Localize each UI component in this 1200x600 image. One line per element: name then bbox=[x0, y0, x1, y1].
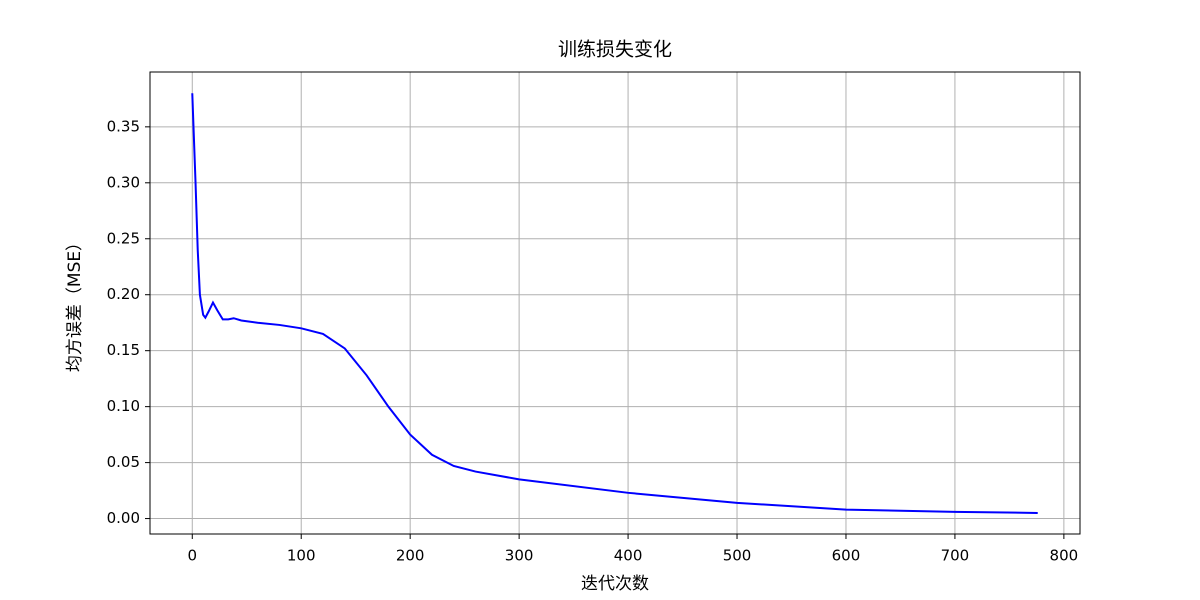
y-tick-label: 0.05 bbox=[107, 453, 140, 471]
x-tick-label: 100 bbox=[287, 547, 316, 565]
y-tick-label: 0.30 bbox=[107, 173, 140, 191]
x-tick-label: 200 bbox=[396, 547, 425, 565]
y-tick-label: 0.20 bbox=[107, 285, 140, 303]
x-axis-label: 迭代次数 bbox=[581, 574, 649, 594]
y-tick-label: 0.00 bbox=[107, 509, 140, 527]
x-tick-label: 400 bbox=[614, 547, 643, 565]
y-axis-label: 均方误差（MSE） bbox=[65, 234, 85, 372]
x-tick-label: 0 bbox=[187, 547, 197, 565]
x-tick-label: 600 bbox=[832, 547, 861, 565]
y-tick-label: 0.25 bbox=[107, 229, 140, 247]
plot-layer bbox=[191, 93, 1038, 514]
y-tick-label: 0.35 bbox=[107, 117, 140, 135]
y-tick-label: 0.10 bbox=[107, 397, 140, 415]
chart-title: 训练损失变化 bbox=[558, 39, 672, 61]
plot-frame bbox=[149, 71, 1081, 535]
y-tick-label: 0.15 bbox=[107, 341, 140, 359]
loss-line bbox=[191, 93, 1038, 514]
x-tick-label: 500 bbox=[723, 547, 752, 565]
x-tick-label: 800 bbox=[1050, 547, 1079, 565]
x-tick-label: 300 bbox=[505, 547, 534, 565]
x-tick-label: 700 bbox=[941, 547, 970, 565]
grid-layer bbox=[150, 72, 1080, 534]
